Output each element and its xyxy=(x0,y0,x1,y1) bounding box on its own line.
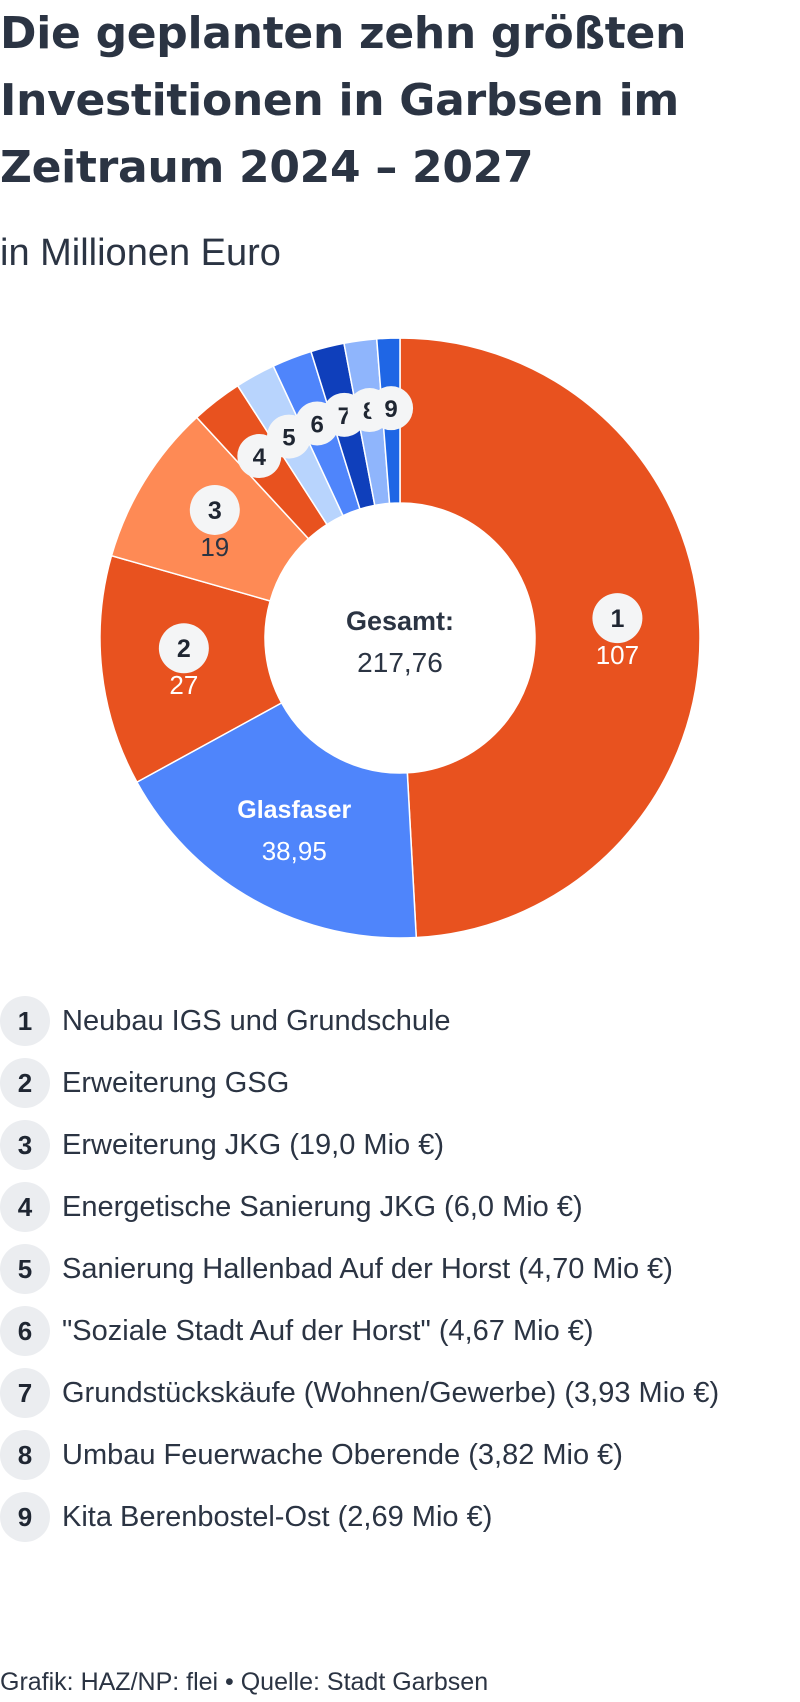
legend-item: 5 Sanierung Hallenbad Auf der Horst (4,70… xyxy=(0,1238,719,1300)
legend-label: Neubau IGS und Grundschule xyxy=(62,1004,451,1037)
slice-number-label: 5 xyxy=(282,425,295,452)
slice-number-badge xyxy=(189,484,240,535)
legend-label: Umbau Feuerwache Oberende (3,82 Mio €) xyxy=(62,1438,623,1471)
legend-badge: 1 xyxy=(0,996,50,1046)
legend-badge: 3 xyxy=(0,1120,50,1170)
slice-value-label: 107 xyxy=(596,640,639,670)
slice-number-badge xyxy=(592,593,643,644)
legend-label: Energetische Sanierung JKG (6,0 Mio €) xyxy=(62,1190,583,1223)
legend-badge: 4 xyxy=(0,1182,50,1232)
slice-name-label: Glasfaser xyxy=(237,796,351,824)
legend: 1 Neubau IGS und Grundschule 2 Erweiterung… xyxy=(0,990,719,1548)
legend-item: 2 Erweiterung GSG xyxy=(0,1052,719,1114)
donut-slice-1 xyxy=(399,337,701,939)
center-label: Gesamt: xyxy=(346,606,454,636)
legend-label: "Soziale Stadt Auf der Horst" (4,67 Mio … xyxy=(62,1314,594,1347)
slice-number-label: 9 xyxy=(384,396,397,423)
source-credit: Grafik: HAZ/NP: flei • Quelle: Stadt Gar… xyxy=(0,1668,489,1696)
slice-value-label: 27 xyxy=(169,670,198,700)
slice-number-label: 6 xyxy=(310,411,323,438)
legend-item: 3 Erweiterung JKG (19,0 Mio €) xyxy=(0,1114,719,1176)
donut-slice-glasfaser xyxy=(135,701,418,939)
legend-badge: 5 xyxy=(0,1244,50,1294)
legend-label: Erweiterung GSG xyxy=(62,1066,290,1099)
chart-title: Die geplanten zehn größten Investitionen… xyxy=(0,8,687,193)
legend-item: 7 Grundstückskäufe (Wohnen/Gewerbe) (3,93… xyxy=(0,1362,719,1424)
legend-item: 8 Umbau Feuerwache Oberende (3,82 Mio €) xyxy=(0,1424,719,1486)
slice-value-label: 19 xyxy=(200,532,229,562)
legend-item: 1 Neubau IGS und Grundschule xyxy=(0,990,719,1052)
donut-chart: 1107Glasfaser38,95227319456789Gesamt:217… xyxy=(99,337,701,939)
legend-badge: 8 xyxy=(0,1430,50,1480)
slice-number-label: 2 xyxy=(177,635,191,663)
legend-badge: 6 xyxy=(0,1306,50,1356)
slice-number-label: 1 xyxy=(610,605,624,633)
legend-item: 4 Energetische Sanierung JKG (6,0 Mio €) xyxy=(0,1176,719,1238)
legend-label: Sanierung Hallenbad Auf der Horst (4,70 … xyxy=(62,1252,673,1285)
legend-label: Kita Berenbostel-Ost (2,69 Mio €) xyxy=(62,1500,493,1533)
legend-badge: 2 xyxy=(0,1058,50,1108)
slice-number-badge xyxy=(369,386,414,431)
legend-item: 6 "Soziale Stadt Auf der Horst" (4,67 Mio… xyxy=(0,1300,719,1362)
slice-number-label: 4 xyxy=(253,444,267,471)
chart-subtitle: in Millionen Euro xyxy=(0,232,281,274)
slice-value-label: 38,95 xyxy=(262,836,327,866)
slice-number-badge xyxy=(158,623,209,674)
legend-badge: 7 xyxy=(0,1368,50,1418)
legend-item: 9 Kita Berenbostel-Ost (2,69 Mio €) xyxy=(0,1486,719,1548)
legend-badge: 9 xyxy=(0,1492,50,1542)
legend-label: Grundstückskäufe (Wohnen/Gewerbe) (3,93 … xyxy=(62,1376,720,1409)
slice-number-label: 3 xyxy=(208,497,222,525)
legend-label: Erweiterung JKG (19,0 Mio €) xyxy=(62,1128,444,1161)
center-total: 217,76 xyxy=(357,647,443,678)
